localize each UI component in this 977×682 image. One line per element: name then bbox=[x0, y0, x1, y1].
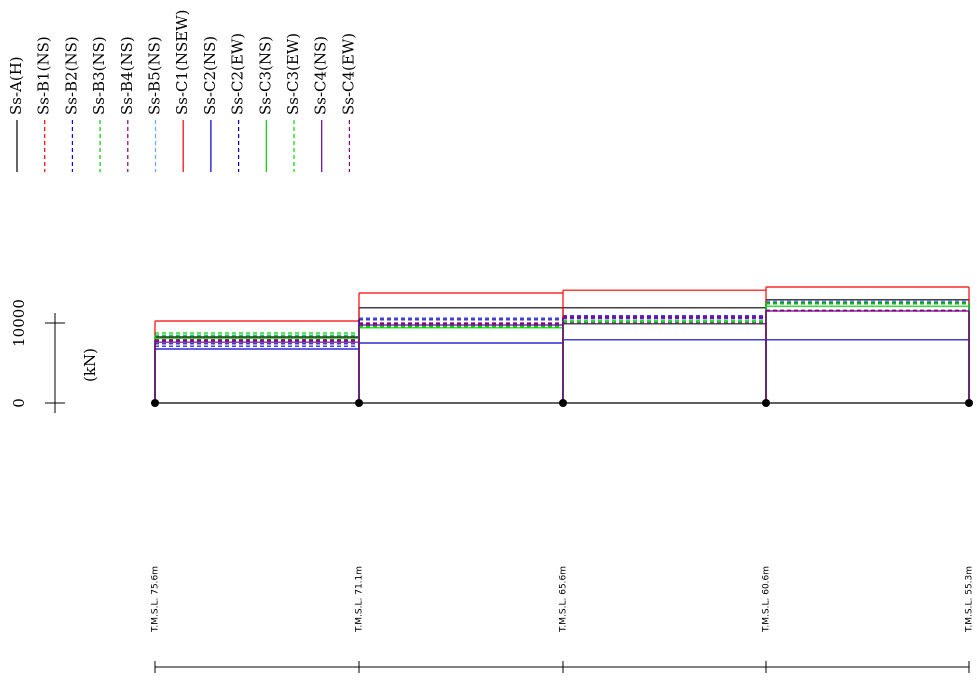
node bbox=[559, 399, 567, 407]
legend-label: Ss-C3(NS) bbox=[256, 36, 274, 115]
legend-label: Ss-C2(NS) bbox=[201, 36, 219, 115]
legend-label: Ss-C3(EW) bbox=[284, 33, 302, 115]
elevation-label: T.M.S.L. 65.6m bbox=[559, 566, 569, 633]
node bbox=[151, 399, 159, 407]
elevation-label: T.M.S.L. 60.6m bbox=[762, 566, 772, 633]
node bbox=[965, 399, 973, 407]
node bbox=[762, 399, 770, 407]
legend-label: Ss-C4(NS) bbox=[312, 36, 330, 115]
y-axis-label: (kN) bbox=[81, 348, 99, 382]
y-tick-label: 0 bbox=[10, 398, 28, 408]
legend-label: Ss-C2(EW) bbox=[229, 33, 247, 115]
legend-label: Ss-B2(NS) bbox=[62, 36, 80, 115]
legend-label: Ss-B1(NS) bbox=[35, 36, 53, 115]
node bbox=[355, 399, 363, 407]
legend-label: Ss-B5(NS) bbox=[146, 36, 164, 115]
legend-label: Ss-C4(EW) bbox=[339, 33, 357, 115]
elevation-label: T.M.S.L. 71.1m bbox=[355, 566, 365, 633]
legend-label: Ss-C1(NSEW) bbox=[173, 9, 191, 115]
elevation-label: T.M.S.L. 75.6m bbox=[151, 566, 161, 633]
y-tick-label: 10000 bbox=[10, 299, 28, 347]
legend-label: Ss-A(H) bbox=[7, 56, 25, 115]
legend-label: Ss-B3(NS) bbox=[90, 36, 108, 115]
legend-label: Ss-B4(NS) bbox=[118, 36, 136, 115]
elevation-label: T.M.S.L. 55.3m bbox=[965, 566, 975, 633]
